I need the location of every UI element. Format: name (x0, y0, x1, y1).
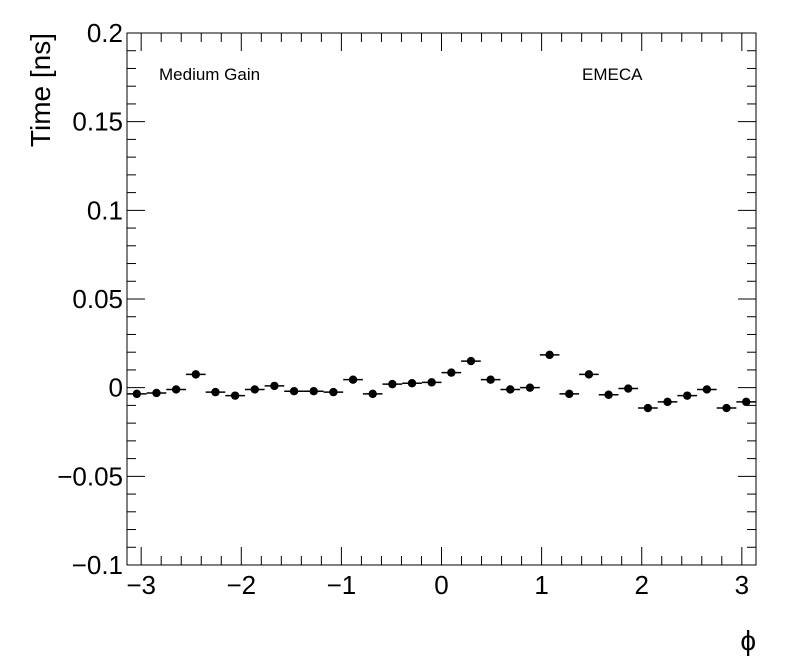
y-tick-label: 0.1 (87, 195, 123, 225)
y-tick-label: −0.05 (57, 461, 123, 491)
data-point (506, 385, 515, 394)
data-point (388, 379, 397, 389)
data-point (643, 403, 653, 413)
y-tick-label: 0.2 (87, 18, 123, 48)
data-point (427, 378, 436, 387)
data-point (132, 389, 142, 399)
data-point (368, 389, 377, 399)
y-tick-label: 0.05 (72, 284, 123, 314)
data-point (211, 387, 220, 397)
x-tick-label: −1 (327, 570, 357, 600)
annotation-gain: Medium Gain (159, 65, 260, 84)
x-tick-label: 2 (634, 570, 648, 600)
data-point (525, 383, 535, 392)
data-point (741, 397, 751, 407)
x-tick-label: −2 (226, 570, 256, 600)
x-tick-label: 0 (434, 570, 448, 600)
annotation-region: EMECA (582, 65, 643, 84)
y-tick-label: 0 (109, 373, 123, 403)
x-tick-label: 3 (735, 570, 749, 600)
data-point (545, 350, 554, 360)
y-tick-label: −0.1 (72, 550, 123, 580)
plot-frame (126, 32, 757, 566)
data-point (604, 390, 613, 399)
data-point (289, 387, 299, 396)
data-point (565, 389, 574, 399)
data-point (447, 368, 456, 377)
data-point (348, 375, 358, 384)
data-point (683, 391, 692, 400)
data-points (127, 350, 756, 413)
data-point (270, 381, 279, 391)
data-point (663, 397, 672, 407)
axes-group: −0.1 −0.05 0 0.05 0.1 0.15 0.2 −3 −2 −1 0 1 2 3 (57, 18, 756, 600)
data-point (329, 387, 338, 397)
y-tick-label: 0.15 (72, 107, 123, 137)
data-point (250, 385, 259, 394)
x-axis-title: ϕ (740, 625, 756, 656)
data-point (230, 391, 240, 400)
data-point (624, 384, 633, 393)
data-point (722, 403, 731, 413)
data-point (309, 387, 318, 396)
data-point (584, 370, 594, 379)
data-point (152, 388, 161, 398)
data-point (486, 375, 495, 384)
data-point (466, 356, 476, 366)
x-tick-label: −3 (126, 570, 156, 600)
data-point (407, 379, 417, 388)
data-point (171, 385, 181, 394)
data-point (191, 370, 200, 379)
y-axis-title: Time [ns] (25, 33, 56, 147)
x-tick-label: 1 (534, 570, 548, 600)
data-point (702, 385, 712, 394)
